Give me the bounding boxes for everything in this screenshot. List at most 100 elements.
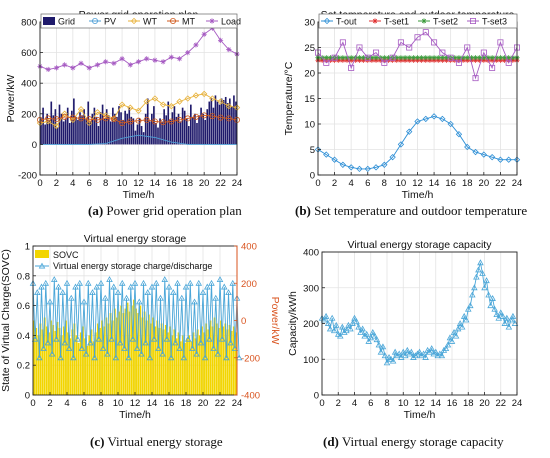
chart-title: Virtual energy storage — [84, 233, 187, 245]
grid-bar — [148, 121, 151, 145]
grid-bar — [155, 122, 157, 145]
mt-point — [94, 116, 101, 123]
series-0-point — [331, 156, 338, 163]
y-tick-label: 0 — [314, 391, 319, 402]
load-point — [193, 42, 199, 48]
mt-point — [102, 115, 109, 122]
grid-bar — [208, 101, 211, 145]
x-tick-label: 2 — [47, 398, 52, 409]
grid-bar — [235, 101, 237, 145]
sovc-bar — [156, 320, 159, 395]
wt-point — [184, 95, 191, 102]
capacity-point — [507, 316, 515, 323]
series-3-line — [317, 31, 518, 80]
grid-bar — [222, 100, 225, 145]
sovc-bar — [77, 342, 80, 395]
charge-point — [197, 339, 205, 346]
sovc-bar — [203, 332, 205, 395]
series-3-point — [397, 39, 404, 46]
load-point — [53, 65, 60, 71]
y-tick-label: 0.4 — [17, 331, 30, 342]
charge-point — [212, 294, 220, 301]
sovc-bar — [94, 332, 97, 395]
sovc-bar — [198, 335, 201, 395]
x-tick-label: 10 — [117, 178, 128, 189]
charge-point — [57, 354, 64, 361]
series-0-point — [488, 153, 496, 161]
sovc-bar — [109, 313, 112, 395]
charge-point — [114, 289, 122, 296]
charge-point — [195, 279, 203, 286]
mt-point — [127, 118, 134, 125]
sovc-bar — [160, 323, 163, 395]
y-tick-label: 100 — [303, 355, 319, 366]
sovc-bar — [130, 305, 133, 395]
grid-bar — [196, 122, 198, 145]
caption-b: (b) Set temperature and outdoor temperat… — [295, 203, 528, 218]
grid-bar — [171, 112, 174, 145]
y-axis-label: Power/kW — [5, 74, 17, 122]
series-2-point — [497, 55, 504, 61]
sovc-bar — [96, 323, 99, 395]
grid-bar — [132, 118, 135, 145]
grid-bar — [101, 104, 104, 145]
grid-bar — [68, 122, 71, 145]
capacity-point — [497, 309, 505, 316]
charge-point — [97, 279, 105, 286]
mt-point — [78, 115, 85, 122]
legend-swatch-grid — [43, 17, 55, 25]
charge-point — [157, 294, 164, 301]
series-2-point — [485, 55, 491, 61]
capacity-point — [399, 348, 407, 355]
capacity-point — [505, 323, 513, 330]
series-2-point — [381, 55, 387, 61]
charge-point — [161, 276, 169, 283]
right-y-tick-label: -400 — [241, 391, 260, 402]
charge-point — [165, 283, 173, 290]
y-tick-label: 15 — [304, 94, 315, 105]
sovc-bar — [167, 332, 169, 395]
capacity-point — [381, 352, 389, 359]
capacity-point — [406, 350, 413, 357]
series-2-point — [394, 55, 400, 61]
capacity-point — [393, 352, 401, 359]
x-tick-label: 6 — [368, 398, 373, 409]
series-2-point — [443, 55, 450, 61]
charge-point — [203, 283, 211, 290]
charge-point — [176, 345, 183, 351]
sovc-bar — [194, 338, 197, 395]
capacity-point — [351, 314, 358, 321]
series-2-point — [402, 55, 408, 61]
x-tick-label: 24 — [512, 398, 523, 409]
sovc-bar — [162, 329, 165, 395]
sovc-bar — [43, 317, 46, 395]
charge-point — [129, 335, 137, 342]
sovc-bar — [113, 308, 116, 395]
charge-point — [65, 345, 73, 351]
grid-bar — [56, 127, 59, 145]
capacity-point — [438, 352, 446, 359]
series-2-point — [435, 55, 441, 61]
capacity-point — [395, 350, 403, 357]
series-2-point — [348, 55, 354, 61]
grid-bar — [233, 95, 235, 145]
grid-bar — [112, 107, 114, 145]
sovc-bar — [232, 326, 235, 395]
series-3-point — [505, 59, 512, 66]
x-tick-label: 16 — [445, 178, 456, 189]
sovc-bar — [224, 323, 227, 395]
grid-bar — [130, 116, 133, 145]
capacity-point — [420, 350, 427, 357]
charge-point — [235, 354, 243, 361]
mt-point — [69, 114, 76, 121]
y-tick-label: 20 — [304, 69, 315, 80]
mt-line — [39, 114, 238, 124]
mt-point — [119, 119, 126, 126]
wt-point — [143, 98, 150, 105]
capacity-point — [432, 348, 440, 355]
series-0-point — [480, 151, 487, 158]
y-tick-label: 10 — [304, 120, 315, 131]
grid-bar — [206, 109, 209, 145]
y-tick-label: 200 — [21, 109, 37, 120]
load-point — [119, 56, 125, 62]
